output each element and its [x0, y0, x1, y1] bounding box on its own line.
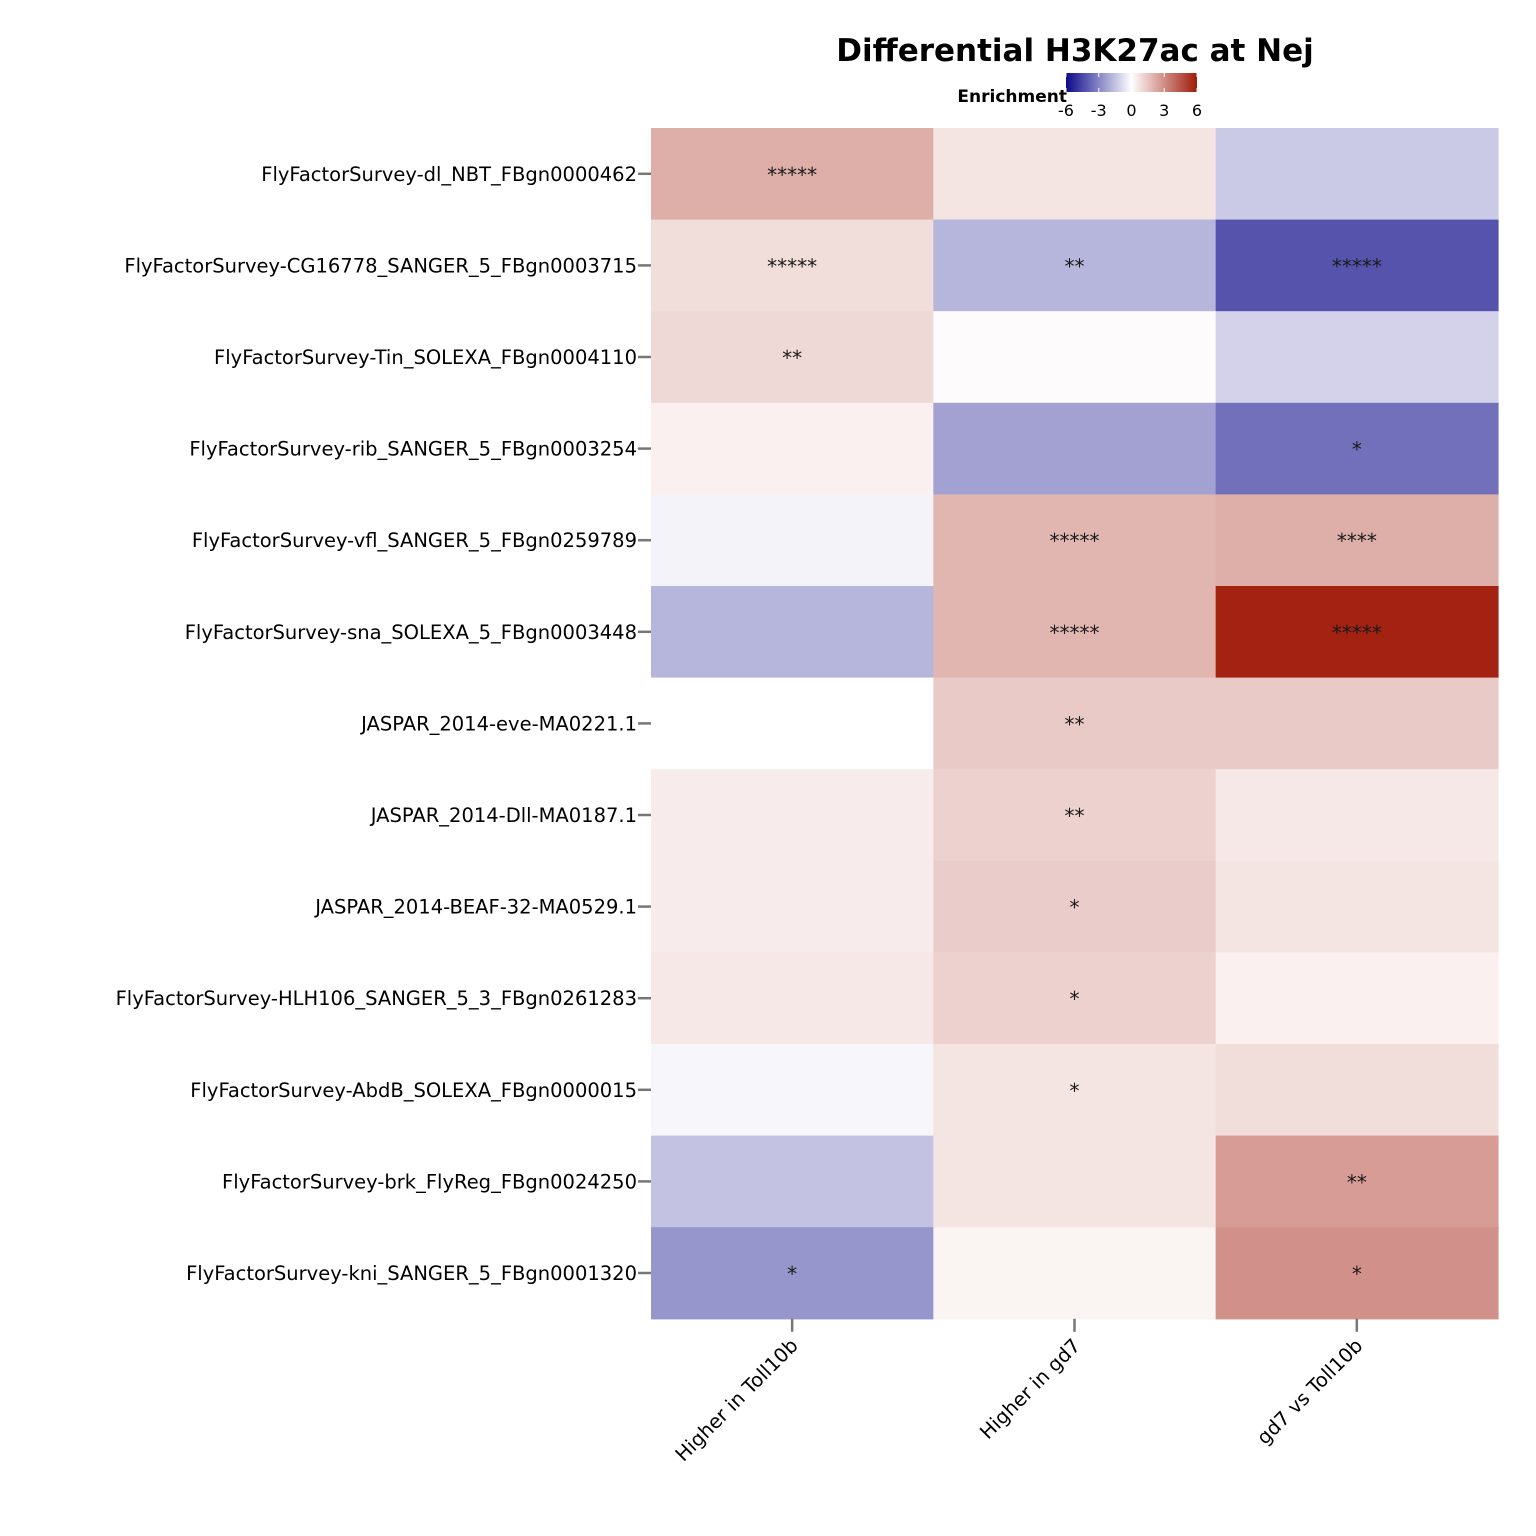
legend-title: Enrichment [957, 87, 1067, 107]
significance-mark: * [1352, 1262, 1362, 1286]
heatmap-cell [1215, 494, 1499, 587]
row-label: JASPAR_2014-BEAF-32-MA0529.1 [313, 896, 637, 919]
heatmap-cell [1215, 1044, 1499, 1137]
significance-mark: ** [1347, 1170, 1367, 1194]
significance-mark: * [1069, 1079, 1079, 1103]
heatmap-cell [651, 586, 934, 679]
heatmap-cell [933, 402, 1217, 495]
heatmap-cell [651, 860, 934, 953]
heatmap-cell [1215, 311, 1499, 404]
heatmap-cell [1215, 769, 1499, 862]
heatmap-cell [933, 952, 1217, 1045]
legend-tick-label: 6 [1192, 101, 1202, 120]
heatmap-cell [933, 586, 1217, 679]
significance-mark: ***** [767, 163, 817, 187]
row-label: JASPAR_2014-Dll-MA0187.1 [369, 804, 637, 827]
significance-mark: * [1069, 987, 1079, 1011]
heatmap-cell [933, 769, 1217, 862]
significance-mark: ** [782, 346, 802, 370]
heatmap-cell [1215, 952, 1499, 1045]
row-label: FlyFactorSurvey-CG16778_SANGER_5_FBgn000… [124, 254, 637, 277]
significance-mark: ***** [1049, 621, 1099, 645]
heatmap-cell [651, 1227, 934, 1320]
row-label: FlyFactorSurvey-vfl_SANGER_5_FBgn0259789 [192, 529, 637, 552]
heatmap-cell [1215, 219, 1499, 312]
legend-tick-label: -6 [1058, 101, 1074, 120]
heatmap-cell [1215, 128, 1499, 221]
significance-mark: * [1069, 896, 1079, 920]
row-label: FlyFactorSurvey-rib_SANGER_5_FBgn0003254 [189, 438, 637, 461]
legend-tick-label: 3 [1159, 101, 1169, 120]
heatmap-cell [651, 769, 934, 862]
row-axis: FlyFactorSurvey-dl_NBT_FBgn0000462 FlyFac… [116, 163, 651, 1285]
heatmap-cell [1215, 860, 1499, 953]
heatmap-cell [933, 1044, 1217, 1137]
heatmap-cell [933, 677, 1217, 770]
chart-title: Differential H3K27ac at Nej [836, 33, 1314, 69]
heatmap-cells [651, 128, 1499, 1320]
row-label: FlyFactorSurvey-brk_FlyReg_FBgn0024250 [222, 1170, 637, 1193]
heatmap-cell [933, 1227, 1217, 1320]
heatmap-cell [1215, 586, 1499, 679]
heatmap-cell [651, 677, 934, 770]
significance-mark: ***** [1332, 254, 1382, 278]
heatmap-cell [1215, 677, 1499, 770]
heatmap-cell [651, 311, 934, 404]
column-label: Higher in gd7 [975, 1334, 1085, 1444]
heatmap-cell [1215, 1135, 1499, 1228]
row-label: FlyFactorSurvey-AbdB_SOLEXA_FBgn0000015 [190, 1079, 637, 1102]
heatmap-cell [933, 494, 1217, 587]
significance-mark: * [787, 1262, 797, 1286]
legend-color-bar [1066, 73, 1197, 92]
heatmap-cell [651, 219, 934, 312]
significance-mark: ***** [767, 254, 817, 278]
legend-tick-label: 0 [1126, 101, 1136, 120]
heatmap-cell [651, 494, 934, 587]
legend-ticks: -6 -3 0 3 6 [1058, 73, 1202, 120]
heatmap-cell [651, 1135, 934, 1228]
heatmap-cell [651, 128, 934, 221]
heatmap-cell [1215, 402, 1499, 495]
heatmap-cell [1215, 1227, 1499, 1320]
column-label: gd7 vs Toll10b [1252, 1334, 1367, 1449]
color-legend: Enrichment -6 -3 0 3 6 [957, 73, 1202, 120]
significance-mark: ** [1064, 804, 1084, 828]
significance-mark: ***** [1049, 529, 1099, 553]
row-label: FlyFactorSurvey-HLH106_SANGER_5_3_FBgn02… [116, 987, 637, 1010]
significance-mark: * [1352, 438, 1362, 462]
column-axis: Higher in Toll10b Higher in gd7 gd7 vs Tol… [671, 1318, 1367, 1466]
row-label: JASPAR_2014-eve-MA0221.1 [359, 712, 637, 735]
significance-mark: ***** [1332, 621, 1382, 645]
row-label: FlyFactorSurvey-Tin_SOLEXA_FBgn0004110 [214, 346, 637, 369]
significance-marks: ********** ** ************* ********* ******… [767, 163, 1382, 1286]
heatmap-cell [933, 1135, 1217, 1228]
column-label: Higher in Toll10b [671, 1334, 803, 1466]
heatmap-cell [933, 311, 1217, 404]
row-label: FlyFactorSurvey-kni_SANGER_5_FBgn0001320 [186, 1262, 637, 1285]
row-label: FlyFactorSurvey-dl_NBT_FBgn0000462 [261, 163, 637, 186]
row-label: FlyFactorSurvey-sna_SOLEXA_5_FBgn0003448 [185, 621, 637, 644]
heatmap-cell [933, 128, 1217, 221]
heatmap-cell [651, 1044, 934, 1137]
significance-mark: ** [1064, 254, 1084, 278]
heatmap-cell [651, 952, 934, 1045]
heatmap-cell [651, 402, 934, 495]
significance-mark: ** [1064, 712, 1084, 736]
significance-mark: **** [1337, 529, 1377, 553]
legend-tick-label: -3 [1091, 101, 1107, 120]
heatmap-cell [933, 219, 1217, 312]
heatmap-cell [933, 860, 1217, 953]
